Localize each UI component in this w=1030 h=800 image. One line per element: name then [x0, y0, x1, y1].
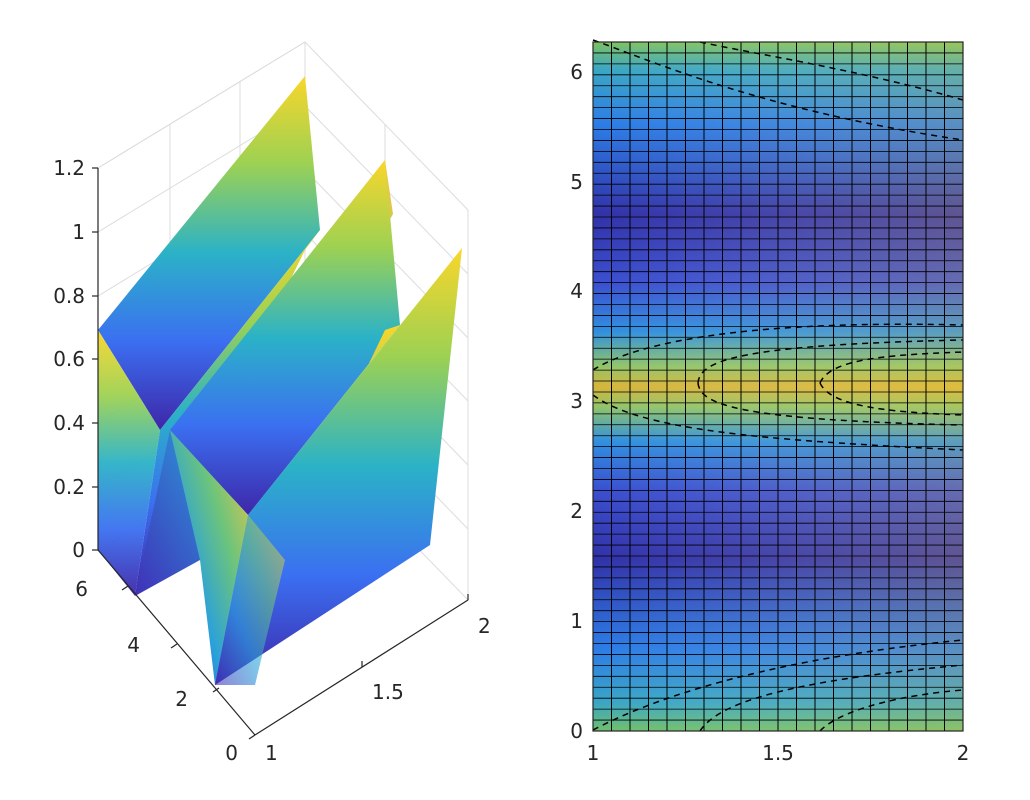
- hm-y-tick-label: 6: [570, 60, 583, 84]
- heatmap-plot: 0 1 2 3 4 5 6 1 1.5 2: [570, 39, 970, 765]
- y-tick-label: 2: [175, 687, 188, 711]
- y-tick-label: 0: [225, 741, 238, 765]
- surface-plot: 1.2 1 0.8 0.6 0.4 0.2 0 6 4 2 0 1 1.5 2: [53, 41, 491, 765]
- heatmap-x-ticks: 1 1.5 2: [587, 741, 970, 765]
- z-tick-label: 0.6: [53, 347, 85, 371]
- x-ticks: 1 1.5 2: [265, 594, 491, 765]
- x-tick-label: 2: [478, 614, 491, 638]
- hm-x-tick-label: 2: [957, 741, 970, 765]
- hm-x-tick-label: 1: [587, 741, 600, 765]
- y-tick-label: 6: [75, 577, 88, 601]
- z-tick-label: 1: [72, 220, 85, 244]
- z-tick-label: 0.8: [53, 284, 85, 308]
- heatmap-frame: [592, 41, 964, 732]
- x-tick-label: 1.5: [372, 680, 404, 704]
- x-tick-label: 1: [265, 741, 278, 765]
- z-tick-label: 0.2: [53, 475, 85, 499]
- hm-y-tick-label: 2: [570, 499, 583, 523]
- hm-y-tick-label: 4: [570, 279, 583, 303]
- y-axis-line: [97, 549, 256, 736]
- hm-y-tick-label: 1: [570, 609, 583, 633]
- surface-faces: [98, 76, 462, 685]
- heatmap-mesh: [593, 42, 963, 731]
- hm-y-tick-label: 5: [570, 170, 583, 194]
- y-tick-label: 4: [127, 633, 140, 657]
- y-ticks: 6 4 2 0: [75, 577, 256, 765]
- hm-y-tick-label: 0: [570, 719, 583, 743]
- hm-x-tick-label: 1.5: [762, 741, 794, 765]
- heatmap-contours: [592, 39, 964, 732]
- heatmap-y-ticks: 0 1 2 3 4 5 6: [570, 60, 583, 743]
- z-tick-label: 0.4: [53, 411, 85, 435]
- hm-y-tick-label: 3: [570, 389, 583, 413]
- z-tick-label: 0: [72, 538, 85, 562]
- x-axis-line: [254, 599, 469, 736]
- z-tick-label: 1.2: [53, 156, 85, 180]
- z-ticks: 1.2 1 0.8 0.6 0.4 0.2 0: [53, 156, 98, 562]
